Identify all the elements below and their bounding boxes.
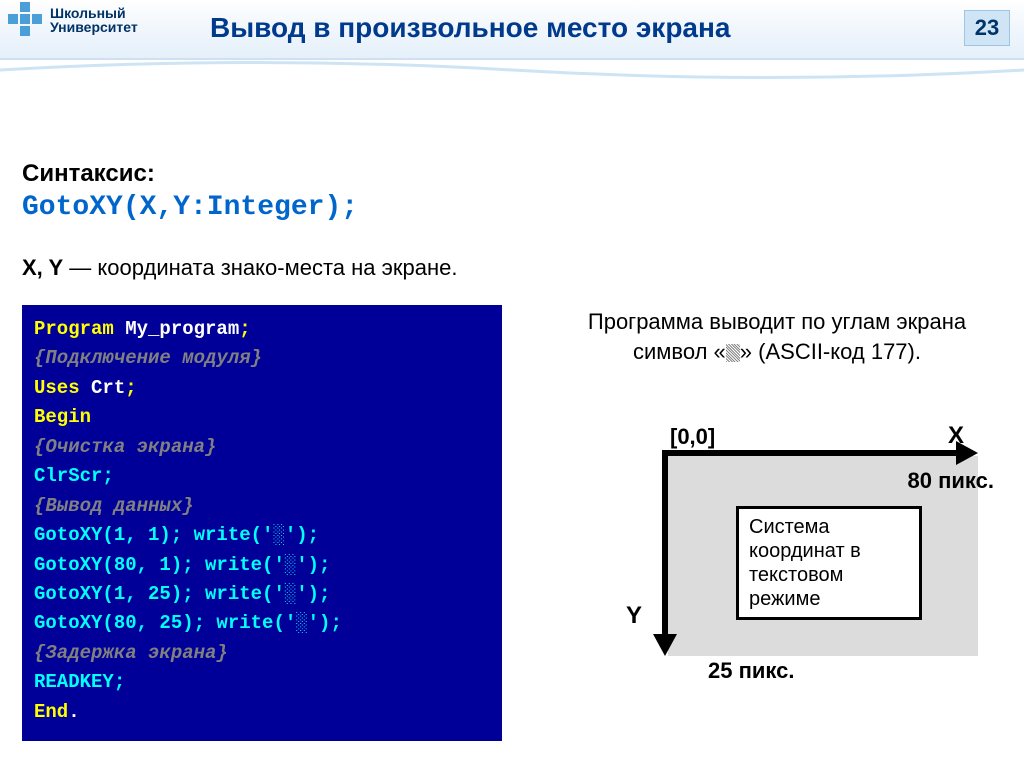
description-vars: X, Y [22, 255, 63, 280]
slide-title: Вывод в произвольное место экрана [210, 12, 730, 44]
logo-line1: Школьный [50, 6, 138, 20]
origin-label: [0,0] [670, 424, 715, 450]
coordinate-diagram: [0,0] X Y 80 пикс. 25 пикс. Система коор… [580, 426, 1000, 686]
inner-caption: Система координат в текстовом режиме [736, 506, 922, 620]
y-axis [662, 450, 668, 640]
logo-line2: Университет [50, 20, 138, 34]
page-number: 23 [964, 10, 1010, 46]
description-text: — координата знако-места на экране. [63, 255, 457, 280]
logo-icon [8, 2, 44, 38]
height-label: 25 пикс. [708, 658, 794, 684]
code-block: Program My_program; {Подключение модуля}… [22, 305, 502, 741]
y-arrow-icon [653, 634, 677, 656]
width-label: 80 пикс. [908, 468, 994, 494]
content-area: Синтаксис: GotoXY(X,Y:Integer); X, Y — к… [0, 60, 1024, 741]
x-axis-label: X [948, 422, 964, 450]
syntax-code: GotoXY(X,Y:Integer); [22, 192, 1002, 223]
right-column: Программа выводит по углам экрана символ… [552, 305, 1002, 686]
y-axis-label: Y [626, 602, 642, 630]
logo: Школьный Университет [8, 2, 138, 38]
header-wave [0, 55, 1024, 85]
program-description: Программа выводит по углам экрана символ… [552, 307, 1002, 366]
header-bar: Школьный Университет Вывод в произвольно… [0, 0, 1024, 60]
syntax-label: Синтаксис: [22, 160, 1002, 188]
description: X, Y — координата знако-места на экране. [22, 255, 1002, 281]
shade-char-icon [726, 344, 740, 362]
x-axis [662, 450, 962, 456]
